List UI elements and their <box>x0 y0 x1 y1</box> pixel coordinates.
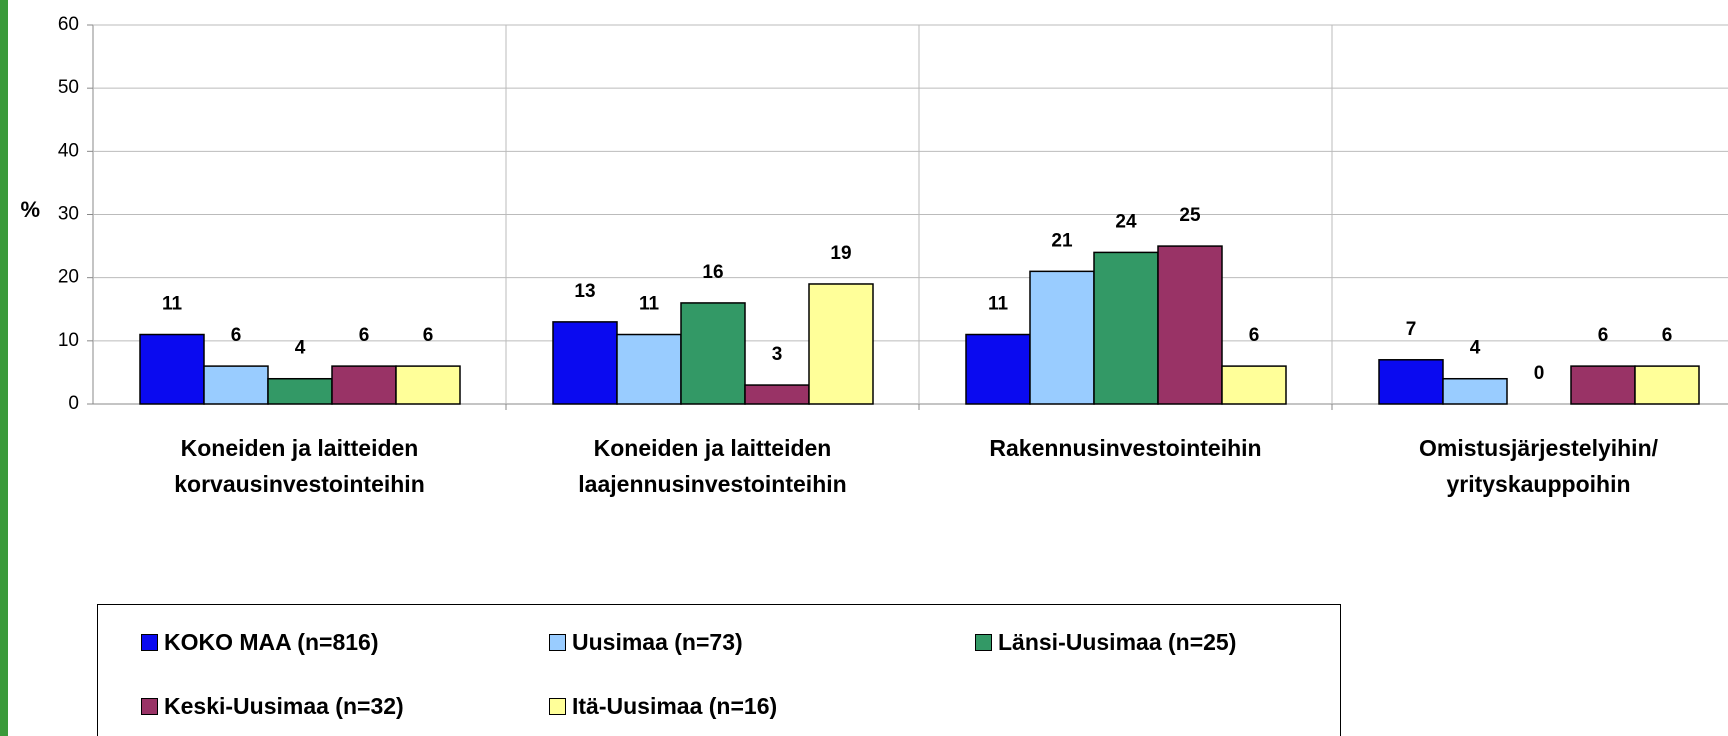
value-label: 13 <box>574 281 595 302</box>
value-label: 3 <box>772 344 783 365</box>
y-tick-label: 50 <box>58 77 79 98</box>
bar <box>1634 365 1700 405</box>
value-label: 4 <box>1470 338 1481 359</box>
bar <box>744 384 810 405</box>
legend-swatch <box>975 634 992 651</box>
legend: KOKO MAA (n=816) Uusimaa (n=73) Länsi-Uusi… <box>97 604 1341 736</box>
bar <box>965 333 1031 405</box>
legend-item: Itä-Uusimaa (n=16) <box>549 693 777 720</box>
bar <box>552 321 618 405</box>
value-label: 21 <box>1051 230 1073 251</box>
legend-label: Uusimaa (n=73) <box>572 629 743 655</box>
legend-swatch <box>549 634 566 651</box>
legend-item: Uusimaa (n=73) <box>549 629 743 656</box>
y-tick-label: 40 <box>58 140 79 161</box>
bar <box>1093 251 1159 405</box>
value-label: 6 <box>231 325 242 346</box>
legend-swatch <box>141 634 158 651</box>
bar <box>1378 359 1444 405</box>
bar <box>808 283 874 405</box>
legend-label: Länsi-Uusimaa (n=25) <box>998 629 1237 655</box>
value-label: 6 <box>359 325 370 346</box>
value-label: 7 <box>1406 319 1417 340</box>
x-tick-label: Koneiden ja laitteiden laajennusinvestoi… <box>578 435 847 497</box>
legend-swatch <box>141 698 158 715</box>
legend-label: Keski-Uusimaa (n=32) <box>164 693 404 719</box>
value-label: 11 <box>639 294 660 315</box>
bar <box>203 365 269 405</box>
value-label: 11 <box>162 294 183 315</box>
value-label: 6 <box>1662 325 1673 346</box>
bar <box>1157 245 1223 405</box>
value-label: 19 <box>830 243 851 264</box>
value-label: 24 <box>1115 211 1137 232</box>
y-tick-label: 0 <box>68 393 79 414</box>
value-label: 25 <box>1179 205 1201 226</box>
value-label: 6 <box>1249 325 1260 346</box>
legend-item: Keski-Uusimaa (n=32) <box>141 693 404 720</box>
bar <box>680 302 746 405</box>
value-label: 0 <box>1534 363 1545 384</box>
value-label: 4 <box>295 338 306 359</box>
bar <box>395 365 461 405</box>
legend-label: KOKO MAA (n=816) <box>164 629 379 655</box>
x-tick-label: Koneiden ja laitteiden korvausinvestoint… <box>174 435 425 497</box>
y-tick-label: 30 <box>58 204 79 225</box>
y-tick-label: 60 <box>58 14 79 35</box>
value-label: 6 <box>1598 325 1609 346</box>
value-label: 16 <box>702 262 723 283</box>
bar <box>1221 365 1287 405</box>
bar <box>331 365 397 405</box>
value-label: 11 <box>988 294 1009 315</box>
value-label: 6 <box>423 325 434 346</box>
bar <box>267 377 333 405</box>
legend-label: Itä-Uusimaa (n=16) <box>572 693 778 719</box>
legend-item: Länsi-Uusimaa (n=25) <box>975 629 1236 656</box>
y-axis-label: % <box>20 197 40 222</box>
bar <box>616 333 682 405</box>
legend-swatch <box>549 698 566 715</box>
x-tick-label: Rakennusinvestointeihin <box>989 435 1262 461</box>
x-tick-label: Omistusjärjestelyihin/ yrityskauppoihin <box>1418 435 1659 497</box>
side-bar <box>0 0 8 736</box>
bar <box>1570 365 1636 405</box>
y-tick-label: 10 <box>58 330 79 351</box>
legend-item: KOKO MAA (n=816) <box>141 629 378 656</box>
bar <box>1029 270 1095 405</box>
y-tick-label: 20 <box>58 267 79 288</box>
bar <box>139 333 205 405</box>
bar <box>1442 377 1508 405</box>
